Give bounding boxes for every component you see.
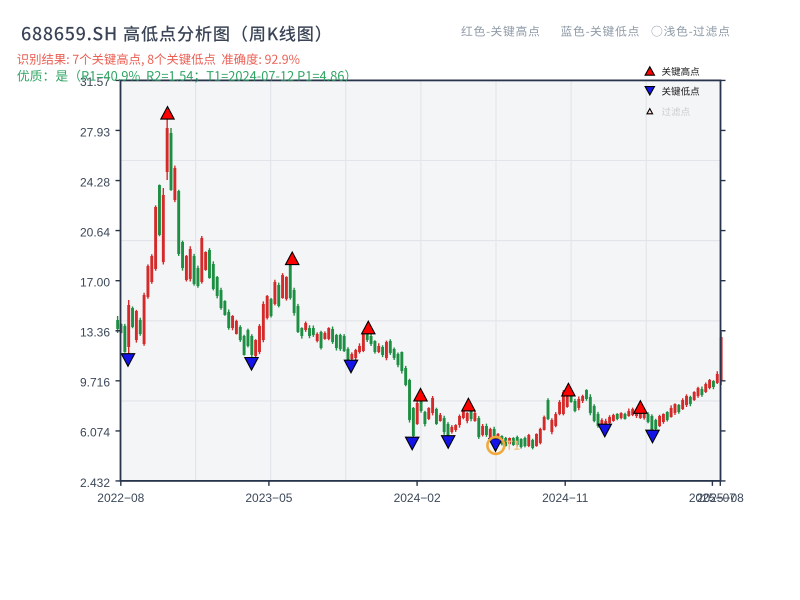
svg-text:9.716: 9.716 [80,376,110,390]
svg-text:17.00: 17.00 [80,276,110,290]
svg-text:6.074: 6.074 [80,426,110,440]
svg-text:2025−08: 2025−08 [697,491,744,505]
svg-text:2024−11: 2024−11 [542,491,588,505]
svg-text:27.93: 27.93 [80,125,110,139]
svg-text:2024−02: 2024−02 [394,491,441,505]
svg-text:2.432: 2.432 [80,476,110,490]
svg-text:13.36: 13.36 [80,326,110,340]
svg-text:24.28: 24.28 [80,175,110,189]
svg-text:2025−07: 2025−07 [689,491,736,505]
svg-text:2022−08: 2022−08 [97,491,144,505]
svg-text:20.64: 20.64 [80,225,110,239]
svg-text:2023−05: 2023−05 [245,491,292,505]
